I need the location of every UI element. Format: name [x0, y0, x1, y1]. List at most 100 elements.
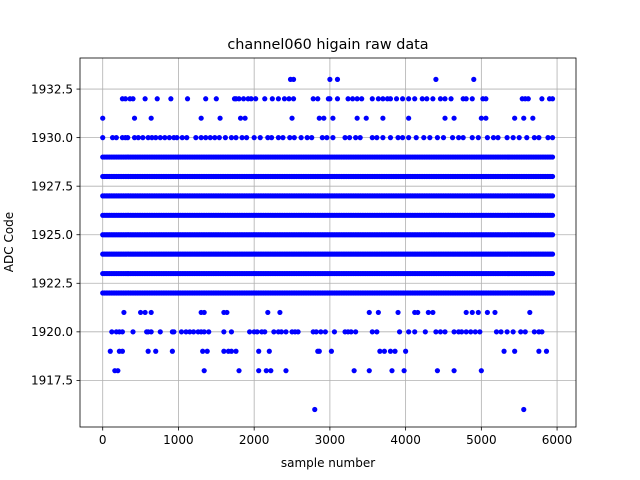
data-point — [153, 135, 159, 141]
data-point — [346, 135, 353, 141]
data-point — [536, 135, 542, 141]
data-point — [148, 329, 154, 335]
data-point — [131, 115, 138, 121]
data-point — [399, 135, 406, 141]
data-point — [545, 135, 551, 141]
data-point — [375, 96, 381, 102]
data-point — [324, 135, 330, 141]
x-tick-label: 2000 — [239, 433, 270, 447]
data-point — [135, 135, 141, 141]
data-point — [310, 96, 316, 102]
data-point — [283, 368, 289, 374]
data-point — [490, 135, 497, 141]
data-point — [289, 115, 295, 121]
data-point — [522, 329, 528, 335]
data-point — [374, 329, 380, 335]
data-points — [100, 76, 556, 413]
data-point — [504, 329, 510, 335]
data-point — [169, 348, 175, 354]
data-point — [510, 329, 516, 335]
data-point — [319, 135, 325, 141]
data-point — [375, 309, 381, 316]
data-point — [168, 96, 174, 102]
data-point — [201, 309, 207, 316]
data-point — [217, 115, 223, 121]
data-point — [322, 329, 328, 335]
data-point — [549, 154, 556, 160]
data-point — [149, 135, 155, 141]
data-point — [290, 76, 297, 82]
data-point — [463, 309, 469, 316]
data-point — [142, 96, 148, 102]
data-point — [412, 96, 418, 102]
data-point — [469, 309, 475, 316]
data-point — [201, 368, 207, 374]
y-tick-label: 1922.5 — [31, 277, 73, 291]
data-point — [363, 115, 369, 121]
data-point — [277, 309, 283, 316]
data-point — [228, 348, 235, 354]
data-point — [354, 115, 360, 121]
data-point — [350, 96, 356, 102]
data-point — [203, 96, 209, 102]
data-point — [216, 135, 222, 141]
data-point — [536, 348, 542, 354]
data-point — [184, 96, 191, 102]
x-tick-label: 5000 — [466, 433, 497, 447]
data-point — [233, 135, 239, 141]
data-point — [469, 135, 475, 141]
data-point — [251, 135, 257, 141]
data-point — [224, 309, 230, 316]
data-point — [278, 329, 285, 335]
data-point — [318, 329, 324, 335]
x-tick-label: 1000 — [163, 433, 194, 447]
data-point — [460, 135, 466, 141]
data-point — [475, 135, 481, 141]
data-point — [393, 96, 400, 102]
data-point — [478, 115, 484, 121]
data-point — [271, 329, 277, 335]
data-point — [268, 368, 274, 374]
data-point — [122, 96, 129, 102]
data-point — [484, 309, 490, 316]
data-point — [291, 135, 297, 141]
data-point — [328, 348, 335, 354]
data-point — [498, 329, 504, 335]
data-point — [472, 329, 478, 335]
grid — [80, 58, 576, 427]
data-point — [166, 135, 172, 141]
data-point — [283, 329, 289, 335]
data-point — [237, 115, 244, 121]
data-point — [179, 135, 185, 141]
data-point — [321, 115, 327, 121]
data-point — [366, 309, 372, 316]
data-point — [433, 329, 439, 335]
data-point — [248, 96, 254, 102]
data-point — [236, 96, 242, 102]
data-point — [422, 329, 428, 335]
x-tick-label: 4000 — [390, 433, 421, 447]
data-point — [330, 135, 336, 141]
data-point — [233, 348, 239, 354]
data-point — [221, 348, 227, 354]
data-point — [380, 115, 386, 121]
data-point — [334, 96, 341, 102]
data-point — [315, 96, 321, 102]
data-point — [392, 348, 398, 354]
x-axis-label: sample number — [281, 456, 375, 470]
data-point — [549, 232, 556, 238]
data-point — [425, 309, 431, 316]
data-point — [477, 329, 483, 335]
data-point — [266, 348, 272, 354]
data-point — [200, 348, 206, 354]
data-point — [492, 309, 498, 316]
data-point — [198, 115, 204, 121]
data-point — [442, 96, 448, 102]
data-point — [100, 135, 106, 141]
data-point — [377, 348, 383, 354]
data-point — [262, 329, 268, 335]
plot-frame — [79, 57, 577, 428]
data-point — [119, 348, 126, 354]
data-point — [327, 96, 333, 102]
data-point — [184, 135, 190, 141]
